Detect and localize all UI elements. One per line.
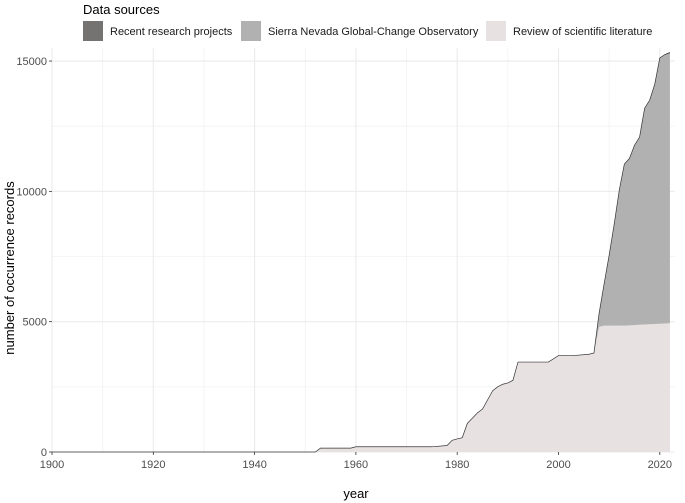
legend-key bbox=[486, 21, 506, 41]
legend-label: Recent research projects bbox=[110, 26, 233, 38]
legend: Data sources Recent research projects Sie… bbox=[83, 2, 652, 41]
x-tick-label: 2020 bbox=[648, 459, 672, 471]
x-tick-label: 1920 bbox=[141, 459, 165, 471]
legend-key bbox=[83, 21, 103, 41]
x-tick-label: 1980 bbox=[445, 459, 469, 471]
y-tick-label: 5000 bbox=[23, 317, 47, 329]
x-tick-label: 1960 bbox=[344, 459, 368, 471]
areas bbox=[52, 52, 670, 453]
x-tick-label: 1940 bbox=[242, 459, 266, 471]
x-axis-ticks: 1900 1920 1940 1960 1980 2000 2020 bbox=[40, 452, 672, 471]
area-series-0 bbox=[52, 323, 670, 452]
legend-label: Review of scientific literature bbox=[513, 26, 652, 38]
stack-outline bbox=[52, 52, 671, 453]
legend-title: Data sources bbox=[83, 2, 160, 17]
y-tick-label: 15000 bbox=[16, 56, 47, 68]
y-tick-label: 0 bbox=[41, 447, 47, 459]
y-axis-ticks: 0 5000 10000 15000 bbox=[16, 56, 52, 459]
y-tick-label: 10000 bbox=[16, 186, 47, 198]
outline bbox=[52, 52, 671, 453]
x-tick-label: 2000 bbox=[546, 459, 570, 471]
x-axis-title: year bbox=[343, 486, 369, 501]
legend-label: Sierra Nevada Global-Change Observatory bbox=[268, 26, 479, 38]
x-tick-label: 1900 bbox=[40, 459, 64, 471]
grid-minor bbox=[52, 48, 675, 452]
y-axis-title: number of occurrence records bbox=[2, 181, 17, 355]
legend-key bbox=[241, 21, 261, 41]
